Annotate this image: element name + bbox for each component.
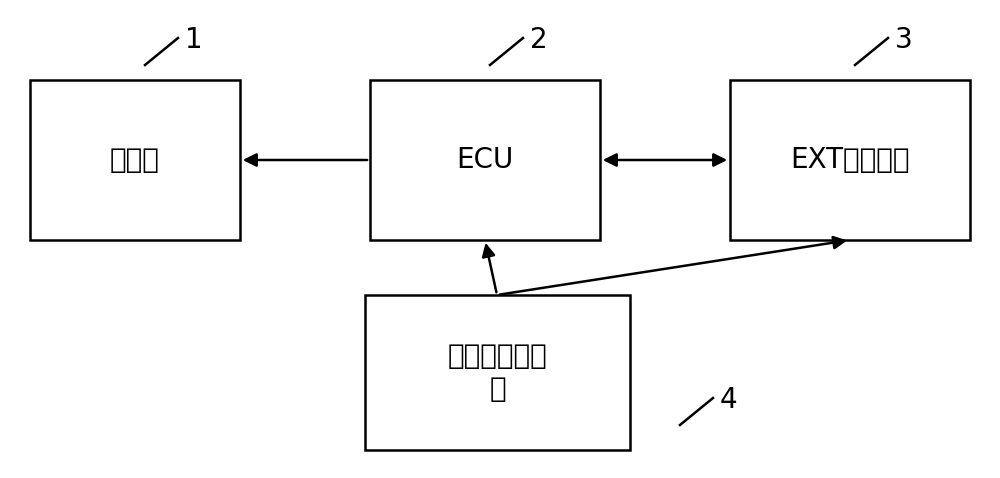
Bar	[365, 295, 630, 450]
Text: 3: 3	[895, 26, 913, 54]
Text: 4: 4	[720, 386, 738, 414]
Bar	[30, 80, 240, 240]
Text: 排气温度传感
器: 排气温度传感 器	[448, 342, 547, 402]
Text: 1: 1	[185, 26, 203, 54]
Bar	[370, 80, 600, 240]
Text: 2: 2	[530, 26, 548, 54]
Text: EXT防作弊器: EXT防作弊器	[790, 146, 910, 174]
Bar	[730, 80, 970, 240]
Text: 发动机: 发动机	[110, 146, 160, 174]
Text: ECU: ECU	[456, 146, 514, 174]
